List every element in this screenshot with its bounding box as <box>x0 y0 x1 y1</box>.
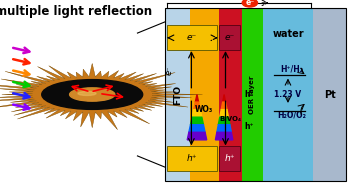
Text: h⁺: h⁺ <box>244 122 253 131</box>
Text: 1.23 V: 1.23 V <box>275 90 301 99</box>
Text: H⁺/H₂: H⁺/H₂ <box>280 64 303 74</box>
Bar <box>219 146 240 171</box>
Text: e⁻: e⁻ <box>245 0 254 7</box>
Bar <box>167 25 217 50</box>
Text: OER layer: OER layer <box>249 75 255 114</box>
Polygon shape <box>221 102 227 110</box>
Text: h⁺: h⁺ <box>244 90 253 99</box>
Circle shape <box>242 0 258 7</box>
Polygon shape <box>195 94 199 102</box>
Text: e⁻: e⁻ <box>187 33 197 42</box>
Text: h⁺: h⁺ <box>224 154 235 163</box>
Bar <box>219 8 242 181</box>
Text: e⁻: e⁻ <box>224 33 235 42</box>
Text: H₂O/O₂: H₂O/O₂ <box>277 111 306 120</box>
Polygon shape <box>215 132 233 140</box>
Polygon shape <box>218 117 230 125</box>
Bar <box>263 8 313 181</box>
Polygon shape <box>223 94 226 102</box>
Text: FTO: FTO <box>173 84 182 105</box>
Text: multiple light reflection: multiple light reflection <box>0 5 152 18</box>
Polygon shape <box>220 110 229 117</box>
Text: h⁺: h⁺ <box>187 154 197 163</box>
Text: BiVO₄: BiVO₄ <box>219 116 241 122</box>
Polygon shape <box>190 117 204 125</box>
Ellipse shape <box>42 80 143 109</box>
Polygon shape <box>217 125 231 132</box>
Bar <box>167 146 217 171</box>
Text: Pt: Pt <box>324 90 335 99</box>
Polygon shape <box>189 125 205 132</box>
Polygon shape <box>187 132 207 140</box>
Text: water: water <box>272 29 304 39</box>
Polygon shape <box>192 110 202 117</box>
Text: e⁻: e⁻ <box>165 65 174 75</box>
Bar <box>165 8 190 181</box>
Bar <box>219 25 240 50</box>
Bar <box>165 8 346 181</box>
Bar <box>242 8 263 181</box>
Ellipse shape <box>70 88 115 101</box>
Bar <box>190 8 219 181</box>
Ellipse shape <box>78 91 96 95</box>
Bar <box>313 8 346 181</box>
Text: WO₃: WO₃ <box>195 105 213 114</box>
Polygon shape <box>0 64 203 130</box>
Polygon shape <box>194 102 200 110</box>
